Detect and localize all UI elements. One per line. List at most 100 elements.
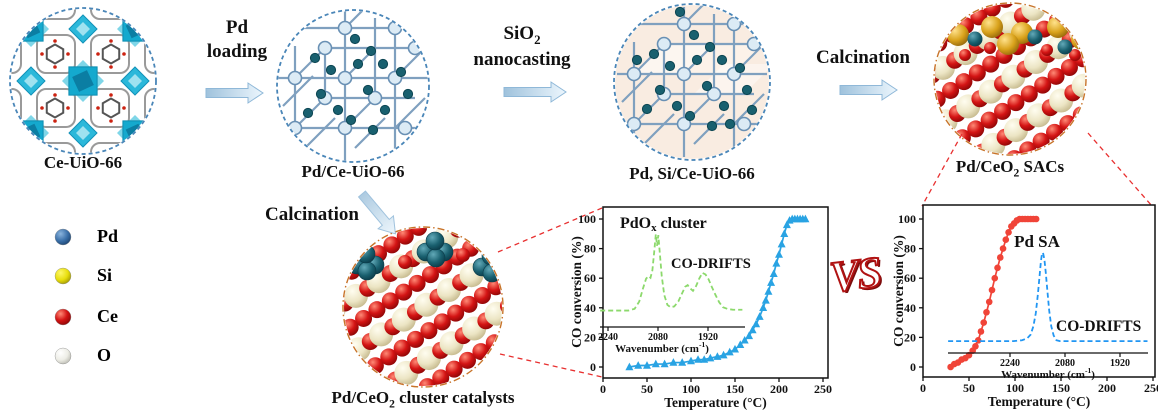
lattice-node [317, 40, 333, 56]
lattice-node [746, 36, 762, 52]
ce-sphere [485, 334, 502, 352]
o-sphere [1043, 4, 1068, 6]
mof-oxygen-dot [40, 52, 44, 56]
lattice-line [643, 113, 675, 145]
legend-swatch-o [54, 347, 72, 365]
ce-sphere [488, 228, 502, 240]
inset-tick-label: 1920 [698, 332, 718, 343]
mof-linker-square [11, 88, 22, 128]
x-tick-label: 0 [600, 382, 606, 396]
y-tick-label: 0 [910, 360, 916, 374]
ce-sphere [1086, 98, 1103, 115]
series-marker-circle [1032, 215, 1040, 223]
ce-sphere [344, 347, 357, 365]
arrow-pd-loading-icon [205, 82, 264, 104]
pd-species-dot [664, 60, 676, 72]
mof-cluster [128, 74, 142, 88]
ce-sphere [935, 34, 948, 52]
mof-oxygen-dot [66, 106, 70, 110]
lattice-node [626, 116, 642, 132]
y-tick-label: 20 [904, 330, 916, 344]
ce-sphere [1100, 89, 1117, 106]
arrow2-label-line2: nanocasting [473, 48, 571, 70]
series-marker-triangle [759, 303, 768, 311]
lattice-line [621, 71, 653, 103]
pd-species-dot [402, 88, 414, 100]
pd-species-dot [648, 48, 660, 60]
ce-sphere [539, 299, 556, 316]
ce-sphere [368, 301, 386, 319]
legend-swatch-si [54, 267, 72, 285]
series-marker-triangle [761, 296, 770, 304]
pd-species-dot [367, 124, 379, 136]
chart-pdox-cluster: 0 20 40 60 80 100 0 50 100 150 200 250 Temperature (… [569, 206, 832, 410]
pd-species-dot [377, 58, 389, 70]
ce-sphere [940, 137, 958, 154]
step1-circle-border [9, 7, 157, 155]
ce-sphere [475, 231, 493, 249]
legend-label-pd: Pd [97, 226, 119, 246]
pd-species-dot [716, 54, 728, 66]
mof-cluster [171, 65, 203, 97]
pd-species-dot [671, 100, 683, 112]
pd-species-dot [688, 29, 700, 41]
ce-sphere [432, 369, 450, 386]
lattice-node [337, 20, 353, 36]
o-sphere [908, 71, 932, 95]
ce-sphere [407, 330, 425, 348]
ce-sphere [500, 269, 502, 287]
mof-oxygen-dot [40, 106, 44, 110]
series-marker-circle [994, 264, 1001, 272]
cluster-catalysts-label: Pd/CeO2 cluster catalysts [331, 388, 515, 411]
mof-benzene-ring [101, 43, 121, 65]
pd-species-dot [379, 104, 391, 116]
pd-species-dot [395, 66, 407, 78]
lattice-node [337, 70, 353, 86]
inset-tick-label: 2080 [648, 332, 668, 343]
series-marker-circle [999, 245, 1007, 252]
mof-linker-square [144, 9, 155, 20]
pd-species-dot [734, 62, 746, 74]
series-marker-triangle [700, 355, 709, 363]
series-marker-triangle [748, 325, 757, 334]
ce-uio66-structure [11, 9, 203, 153]
y-axis-label: CO conversion (%) [891, 235, 906, 347]
lattice-node [706, 86, 722, 102]
ce-sphere [1110, 55, 1127, 72]
series-marker-triangle [687, 356, 695, 365]
chart-pd-sa: 0 20 40 60 80 100 0 50 100 150 200 250 Temperature (… [891, 204, 1158, 409]
x-tick-label: 50 [641, 382, 653, 396]
pd-cluster-sphere [426, 248, 446, 268]
ce-sphere [1087, 70, 1104, 87]
series-marker-circle [1002, 236, 1010, 244]
pd-single-atom-sphere [1088, 26, 1103, 41]
y-tick-label: 0 [590, 360, 596, 374]
arrow-calcination-top-icon [839, 79, 898, 101]
series-marker-circle [991, 274, 999, 282]
pd-single-atom-sphere [1057, 39, 1073, 55]
inset-tick-label: 2240 [1000, 358, 1020, 369]
x-tick-label: 250 [814, 382, 832, 396]
ce-sphere [513, 317, 530, 334]
series-marker-triangle [643, 361, 651, 369]
x-tick-label: 100 [682, 382, 700, 396]
ce-sphere [437, 201, 454, 218]
arrow2-label: SiO2 nanocasting [444, 22, 600, 72]
ce-sphere [526, 308, 543, 325]
ce-sphere [303, 289, 320, 306]
inset-label: CO-DRIFTS [671, 256, 751, 272]
step2-circle-border [276, 9, 430, 163]
mof-linker-square [36, 34, 76, 74]
x-tick-label: 250 [1144, 381, 1158, 395]
ce-sphere [497, 244, 502, 262]
pd-species-dot [718, 100, 730, 112]
ce-sphere [353, 365, 371, 383]
legend-label-ce: Ce [97, 306, 118, 326]
ce-sphere [420, 322, 438, 340]
ce-sphere [514, 261, 531, 278]
o-sphere [299, 314, 323, 338]
series-marker-triangle [782, 220, 791, 229]
series-marker-circle [972, 342, 979, 350]
series-marker-triangle [780, 229, 789, 237]
series-marker-triangle [736, 340, 745, 348]
